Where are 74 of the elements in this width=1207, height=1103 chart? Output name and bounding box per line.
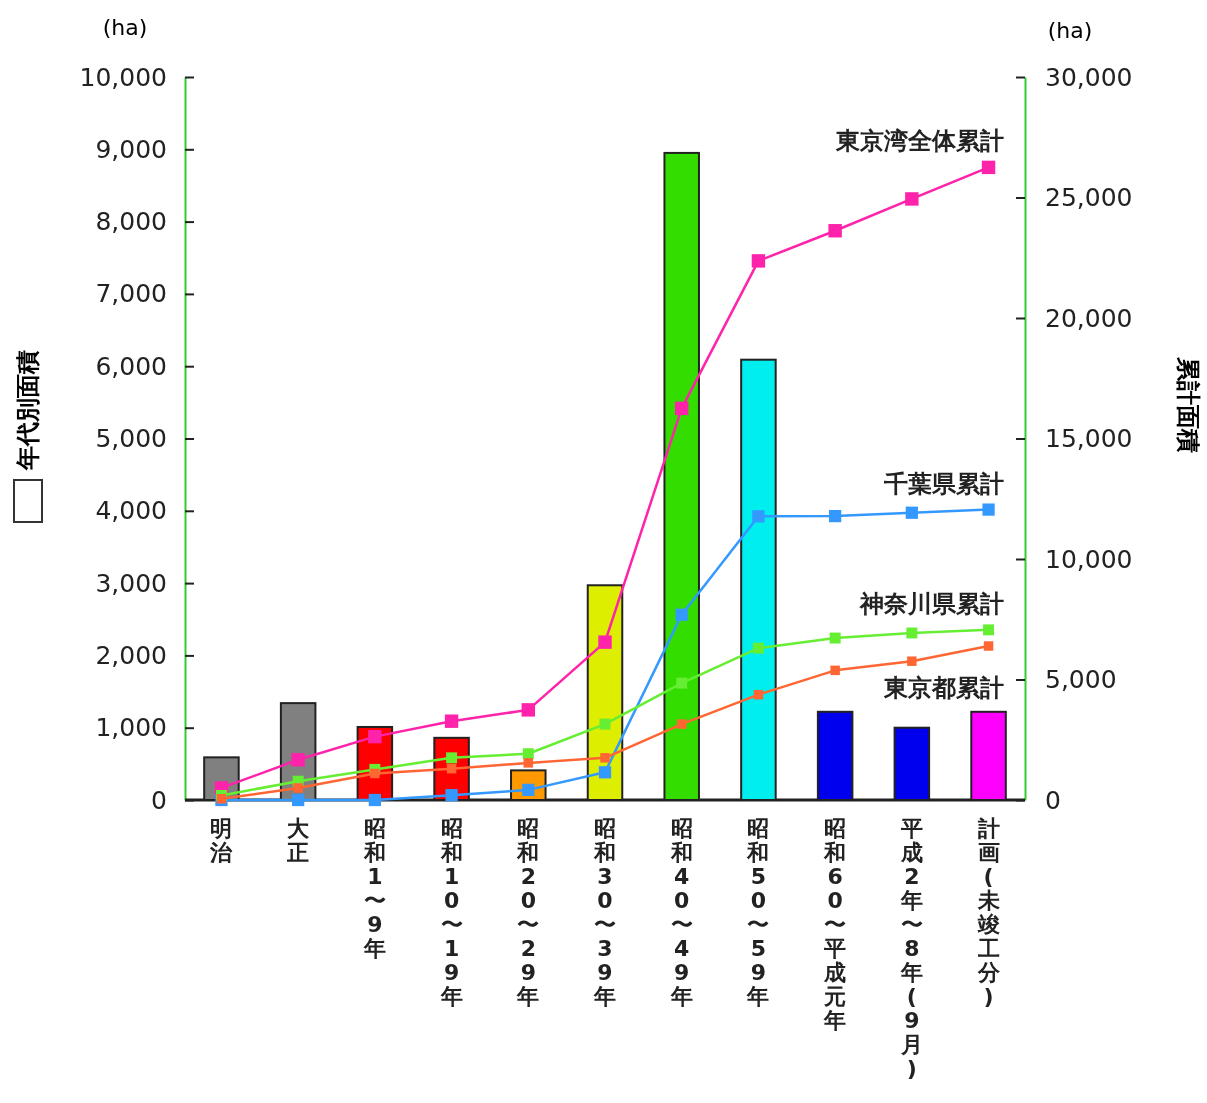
x-tick-label: 明治 <box>209 816 234 865</box>
series-label: 千葉県累計 <box>882 469 1004 498</box>
series-label: 東京都累計 <box>882 674 1004 702</box>
point <box>522 748 534 760</box>
x-tick-label: 昭和1〜9年 <box>362 816 386 961</box>
y2-tick-label: 25,000 <box>1045 183 1133 212</box>
y2-tick-label: 0 <box>1045 785 1061 815</box>
y2-tick-label: 10,000 <box>1045 544 1133 574</box>
point <box>752 642 764 654</box>
text: (ha) <box>1047 18 1093 43</box>
y-tick-label: 0 <box>151 785 167 815</box>
x-tick-label: 昭和50〜59年 <box>746 816 770 1009</box>
point <box>675 401 689 416</box>
x-tick-label: 昭和30〜39年 <box>593 816 616 1009</box>
y2-tick-label: 20,000 <box>1045 303 1133 333</box>
y-tick-label: 10,000 <box>79 62 167 92</box>
y-tick-label: 1,000 <box>95 713 167 743</box>
point <box>983 641 994 651</box>
point <box>523 758 534 768</box>
x-tick-label: 昭和10〜19年 <box>439 816 463 1009</box>
point <box>368 729 382 744</box>
point <box>598 635 612 649</box>
y-tick-label: 9,000 <box>95 134 167 164</box>
y-tick-label: 6,000 <box>95 351 167 381</box>
point <box>905 506 918 519</box>
point <box>293 783 303 793</box>
point <box>676 719 687 729</box>
category-label: 昭和60〜平成元年 <box>824 816 847 1033</box>
y2-tick-label: 30,000 <box>1045 62 1133 92</box>
point <box>829 632 841 644</box>
y2-tick-label: 15,000 <box>1045 424 1133 453</box>
y2-tick-label: 5,000 <box>1045 665 1117 694</box>
series-label: 東京湾全体累計 <box>834 127 1004 156</box>
text: (ha) <box>102 15 148 40</box>
point <box>982 503 995 516</box>
point <box>292 793 305 807</box>
x-tick-label: 昭和40〜49年 <box>669 816 693 1009</box>
point <box>370 768 380 779</box>
point <box>828 224 842 238</box>
point <box>446 752 458 764</box>
x-tick-label: 計画(未竣工分) <box>976 816 1001 1009</box>
point <box>752 510 765 523</box>
point <box>445 789 458 802</box>
y-tick-label: 3,000 <box>95 568 167 598</box>
point <box>753 689 764 700</box>
point <box>983 624 995 636</box>
point <box>830 665 840 676</box>
point <box>675 608 688 621</box>
point <box>905 192 919 206</box>
point <box>600 753 610 763</box>
point <box>907 656 917 666</box>
point <box>751 254 766 268</box>
y-tick-label: 8,000 <box>95 207 167 237</box>
point <box>291 753 305 767</box>
point <box>444 714 459 728</box>
point <box>906 627 918 639</box>
point <box>521 703 535 717</box>
category-label: 平成2年〜8年(9月) <box>900 816 923 1081</box>
point <box>829 509 842 523</box>
series-label: 神奈川県累計 <box>858 589 1004 618</box>
point <box>368 793 381 807</box>
point <box>598 766 612 779</box>
x-tick-label: 大正 <box>286 816 311 865</box>
y-tick-label: 4,000 <box>95 496 167 526</box>
point <box>981 160 996 175</box>
x-tick-label: 昭和20〜29年 <box>516 816 540 1009</box>
point <box>599 718 611 730</box>
y-tick-label: 7,000 <box>95 279 167 309</box>
point <box>446 763 457 774</box>
point <box>676 677 688 689</box>
y-tick-label: 2,000 <box>95 640 167 670</box>
y2-axis-title: 累計面積 <box>1174 356 1202 453</box>
y-axis-title: 年代別面積 <box>14 350 42 471</box>
y-tick-label: 5,000 <box>95 424 167 453</box>
